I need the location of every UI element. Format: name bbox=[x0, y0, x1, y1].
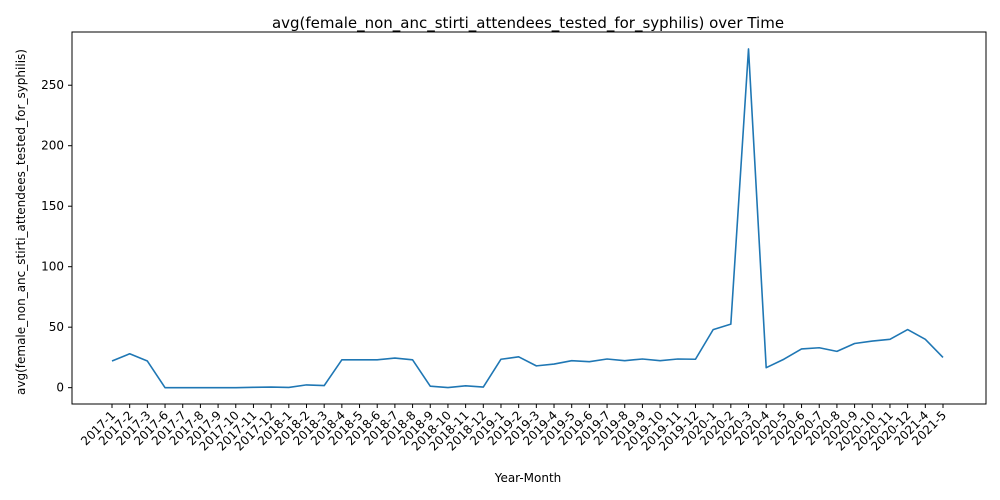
y-tick-label: 0 bbox=[56, 381, 64, 395]
y-axis-label: avg(female_non_anc_stirti_attendees_test… bbox=[14, 49, 28, 395]
y-tick-label: 250 bbox=[41, 78, 64, 92]
y-tick-label: 200 bbox=[41, 139, 64, 153]
y-tick-label: 150 bbox=[41, 199, 64, 213]
plot-frame bbox=[71, 31, 987, 405]
chart-title: avg(female_non_anc_stirti_attendees_test… bbox=[272, 14, 784, 33]
y-tick-label: 100 bbox=[41, 260, 64, 274]
y-tick-label: 50 bbox=[49, 320, 64, 334]
plot-area: 0501001502002502017-12017-22017-32017-62… bbox=[41, 48, 949, 454]
x-axis-label: Year-Month bbox=[494, 471, 562, 485]
series-line bbox=[111, 48, 944, 389]
